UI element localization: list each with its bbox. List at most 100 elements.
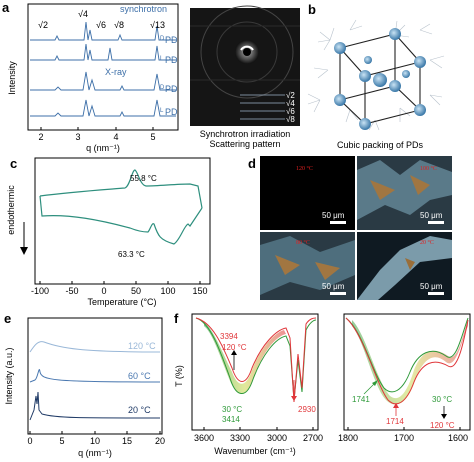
dsc-cooling-trace [39,195,203,245]
dsc-heating-trace [39,169,203,209]
svg-text:20 °C: 20 °C [420,239,434,246]
trace-xray-lpd [30,99,176,117]
dsc-x-ticks: -100 -50 0 50 100 150 [31,281,208,296]
xrd-traces [30,21,176,117]
svg-text:120 °C: 120 °C [128,341,156,351]
svg-text:120 °C: 120 °C [296,165,313,172]
svg-text:0: 0 [101,286,106,296]
svg-text:√2: √2 [286,91,295,100]
svg-text:120 °C: 120 °C [222,343,247,352]
ftir-left-x-ticks: 3600 3300 3000 2700 [194,427,323,443]
xrd-y-axis-label: Intensity [7,61,17,95]
svg-text:3000: 3000 [267,433,287,443]
panel-a-label: a [2,0,10,15]
pom-image-120 [260,156,355,230]
svg-text:2930: 2930 [298,405,316,414]
trace-xray-dpd [30,71,176,91]
svg-text:L: L [160,56,164,62]
dsc-annotation-63-3: 63.3 °C [118,250,145,259]
svg-text:30 °C: 30 °C [222,405,242,414]
svg-text:20: 20 [155,436,165,446]
svg-text:√8: √8 [286,115,295,124]
pom-scalebars: 50 μm 50 μm 50 μm 50 μm [322,211,444,295]
svg-text:√13: √13 [150,20,165,30]
dsc-plot-frame [34,157,211,285]
pattern-marker-labels: √2 √4 √6 √8 [286,91,295,124]
saxs-y-axis-label: Intensity (a.u.) [4,347,14,404]
svg-text:30 °C: 30 °C [432,395,452,404]
series-label-synchrotron: synchrotron [120,4,167,14]
svg-text:-100: -100 [31,286,49,296]
svg-text:1714: 1714 [386,417,404,426]
ftir-left-traces [195,317,317,403]
ftir-right-traces [345,317,469,405]
svg-text:150: 150 [192,286,207,296]
svg-text:3394: 3394 [220,332,238,341]
xrd-x-tick-3: 3 [75,132,80,142]
panel-e: e Intensity (a.u.) 120 °C 60 °C 20 °C 0 … [4,311,165,458]
panel-f: f T (%) 3394 120 °C 30 °C 3414 2930 3600… [174,311,471,456]
panel-f-label: f [174,311,179,326]
pattern-marker-lines [240,94,285,120]
panel-b-label: b [308,2,316,17]
ftir-left-frame [191,313,319,431]
svg-text:√6: √6 [286,107,295,116]
saxs-trace-120 [29,341,161,353]
ftir-left-trace-30 [195,317,317,401]
peak-labels: √2 √4 √6 √8 √13 [38,9,165,30]
saxs-trace-20 [29,391,161,421]
svg-text:PD: PD [165,35,178,45]
trace-synchrotron-lpd [30,43,176,61]
ftir-right-annotations: 1741 1714 30 °C 120 °C [352,380,455,430]
saxs-temp-labels: 120 °C 60 °C 20 °C [128,341,156,415]
svg-text:1800: 1800 [338,433,358,443]
dsc-y-axis-label: endothermic [6,185,16,235]
pd-labels: D PD L PD D PD L PD [160,35,178,117]
dsc-annotation-55-8: 55.8 °C [130,174,157,183]
pattern-caption-line1: Synchrotron irradiation [200,129,291,139]
svg-text:50 μm: 50 μm [420,282,443,291]
svg-text:50: 50 [131,286,141,296]
svg-text:3300: 3300 [230,433,250,443]
ftir-left-x-axis-label: Wavenumber (cm⁻¹) [214,446,295,456]
scattering-pattern-rings [190,5,300,99]
svg-text:√6: √6 [96,20,106,30]
svg-text:√2: √2 [38,20,48,30]
xrd-x-ticks: 2 3 4 5 [38,127,156,142]
ftir-left-annotations: 3394 120 °C 30 °C 3414 2930 [220,332,316,424]
panel-d-label: d [248,156,256,171]
svg-text:2700: 2700 [303,433,323,443]
saxs-x-ticks: 0 5 10 15 20 [27,431,165,446]
svg-text:3600: 3600 [194,433,214,443]
svg-text:D: D [160,85,165,91]
panel-a: a Intensity 2 3 4 5 q (nm⁻¹) synchrotron… [2,0,300,153]
svg-text:60 °C: 60 °C [128,371,151,381]
svg-text:1741: 1741 [352,395,370,404]
svg-text:0: 0 [27,436,32,446]
svg-text:15: 15 [122,436,132,446]
svg-text:100 °C: 100 °C [420,165,437,172]
series-label-xray: X-ray [105,67,127,77]
ftir-left-trace-120 [195,317,317,403]
cubic-packing-caption: Cubic packing of PDs [337,140,424,150]
svg-text:√4: √4 [286,99,295,108]
panel-e-label: e [4,311,11,326]
dsc-endotherm-arrow [20,222,28,255]
xrd-x-tick-5: 5 [150,132,155,142]
svg-text:5: 5 [59,436,64,446]
svg-text:50 μm: 50 μm [322,282,345,291]
panel-b: b [307,2,445,150]
svg-text:PD: PD [165,55,178,65]
panel-c-label: c [10,156,17,171]
svg-text:50 μm: 50 μm [420,211,443,220]
cubic-lattice-illustration [307,19,445,131]
ftir-right-trace-30 [345,317,469,393]
svg-text:120 °C: 120 °C [430,421,455,430]
svg-text:1700: 1700 [394,433,414,443]
ftir-right-trace-120 [345,317,469,405]
svg-text:-50: -50 [65,286,78,296]
saxs-trace-60 [29,369,161,383]
ftir-right-x-ticks: 1800 1700 1600 [338,427,468,443]
pom-temp-labels: 120 °C 100 °C 80 °C 20 °C [296,165,437,246]
ftir-right-frame [343,313,471,431]
